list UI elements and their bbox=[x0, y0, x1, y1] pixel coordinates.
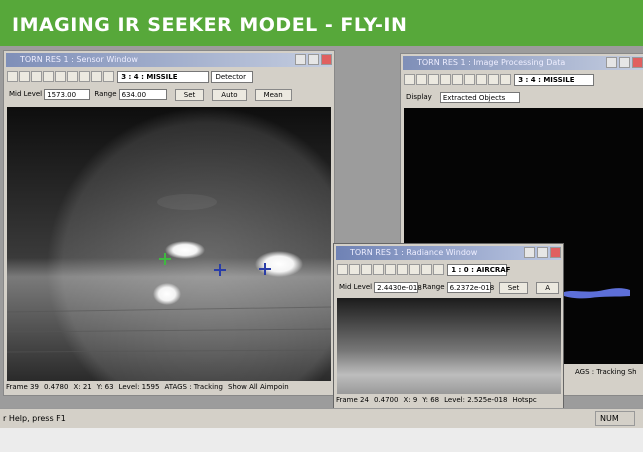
toolbar-button[interactable] bbox=[464, 74, 475, 85]
mid-level-input[interactable]: 2.4430e-018 bbox=[374, 282, 422, 293]
toolbar-button[interactable] bbox=[385, 264, 396, 275]
target-dropdown[interactable]: 3 : 4 : MISSILE bbox=[514, 74, 595, 86]
status-field: Level: 2.525e-018 bbox=[444, 396, 508, 404]
mode-dropdown[interactable]: Detector bbox=[211, 71, 254, 83]
sensor-image bbox=[7, 107, 331, 381]
toolbar-button[interactable] bbox=[440, 74, 451, 85]
toolbar-button[interactable] bbox=[79, 71, 90, 82]
maximize[interactable] bbox=[619, 57, 630, 68]
status-field: 0.4700 bbox=[373, 396, 399, 404]
display-dropdown[interactable]: Extracted Objects bbox=[439, 92, 520, 103]
label: Display bbox=[406, 93, 432, 101]
button[interactable]: Set bbox=[174, 89, 205, 101]
target-dropdown[interactable]: 3 : 4 : MISSILE bbox=[117, 71, 210, 83]
toolbar-button[interactable] bbox=[452, 74, 463, 85]
toolbar-button[interactable] bbox=[416, 74, 427, 85]
label: Mid Level bbox=[339, 283, 373, 291]
page-margin bbox=[0, 428, 643, 452]
button[interactable]: Mean bbox=[254, 89, 292, 101]
help-text: r Help, press F1 bbox=[3, 414, 66, 423]
toolbar-button[interactable] bbox=[409, 264, 420, 275]
radiance-window: TORN RES 1 : Radiance Window 1 : 0 : AIR… bbox=[333, 243, 564, 409]
title-bar: TORN RES 1 : Radiance Window bbox=[336, 246, 561, 260]
toolbar-button[interactable] bbox=[7, 71, 18, 82]
toolbar: 1 : 0 : AIRCRAF bbox=[337, 262, 560, 278]
status-field: Show All Aimpoin bbox=[227, 383, 289, 391]
toolbar-button[interactable] bbox=[361, 264, 372, 275]
title-bar: TORN RES 1 : Sensor Window bbox=[6, 53, 332, 67]
status-field: ATAGS : Tracking bbox=[164, 383, 223, 391]
window-title: TORN RES 1 : Image Processing Data bbox=[417, 58, 566, 67]
window-title: TORN RES 1 : Radiance Window bbox=[350, 248, 478, 257]
level-row: Mid Level 2.4430e-018 Range 6.2372e-018 Se… bbox=[337, 280, 560, 296]
toolbar-button[interactable] bbox=[337, 264, 348, 275]
toolbar-button[interactable] bbox=[91, 71, 102, 82]
toolbar-button[interactable] bbox=[19, 71, 30, 82]
toolbar-button[interactable] bbox=[373, 264, 384, 275]
status-field: Level: 1595 bbox=[118, 383, 160, 391]
status-field: Hotspc bbox=[512, 396, 537, 404]
status-field: Y: 63 bbox=[96, 383, 114, 391]
toolbar-button[interactable] bbox=[43, 71, 54, 82]
status-bar: Frame 24 0.4700 X: 9 Y: 68 Level: 2.525e-018… bbox=[336, 394, 561, 407]
status-field: X: 9 bbox=[403, 396, 418, 404]
label: Range bbox=[94, 90, 117, 98]
status-field: 0.4780 bbox=[43, 383, 69, 391]
minimize[interactable] bbox=[606, 57, 617, 68]
toolbar-button[interactable] bbox=[67, 71, 78, 82]
status-bar: AGS : Tracking Sh bbox=[575, 366, 643, 379]
toolbar-button[interactable] bbox=[488, 74, 499, 85]
window-title: TORN RES 1 : Sensor Window bbox=[20, 55, 138, 64]
toolbar: 3 : 4 : MISSILE bbox=[404, 72, 642, 88]
status-field: Y: 68 bbox=[422, 396, 440, 404]
range-input[interactable]: 6.2372e-018 bbox=[446, 282, 494, 293]
toolbar-button[interactable] bbox=[55, 71, 66, 82]
display-row: Display Extracted Objects bbox=[404, 90, 642, 106]
button[interactable]: Auto bbox=[212, 89, 247, 101]
toolbar-button[interactable] bbox=[404, 74, 415, 85]
range-input[interactable]: 634.00 bbox=[118, 89, 167, 100]
toolbar-button[interactable] bbox=[428, 74, 439, 85]
num-indicator: NUM bbox=[595, 411, 635, 426]
maximize[interactable] bbox=[308, 54, 319, 65]
status-field: Frame 39 bbox=[6, 383, 39, 391]
maximize[interactable] bbox=[537, 247, 548, 258]
label: Range bbox=[422, 283, 445, 291]
title-bar: TORN RES 1 : Image Processing Data bbox=[403, 56, 643, 70]
close[interactable] bbox=[321, 54, 332, 65]
mid-level-input[interactable]: 1573.00 bbox=[44, 89, 91, 100]
toolbar: 3 : 4 : MISSILE Detector bbox=[7, 69, 331, 85]
status-field: Frame 24 bbox=[336, 396, 369, 404]
toolbar-button[interactable] bbox=[31, 71, 42, 82]
toolbar-button[interactable] bbox=[103, 71, 114, 82]
button[interactable]: Set bbox=[498, 282, 529, 294]
status-bar: Frame 39 0.4780 X: 21 Y: 63 Level: 1595 ATAGS… bbox=[6, 381, 332, 394]
sensor-window: TORN RES 1 : Sensor Window 3 : 4 : MISSI… bbox=[3, 50, 335, 396]
minimize[interactable] bbox=[524, 247, 535, 258]
header-title: IMAGING IR SEEKER MODEL - FLY-IN bbox=[0, 0, 643, 46]
level-row: Mid Level 1573.00 Range 634.00 Set Auto Mean bbox=[7, 87, 331, 103]
toolbar-button[interactable] bbox=[397, 264, 408, 275]
toolbar-button[interactable] bbox=[433, 264, 444, 275]
toolbar-button[interactable] bbox=[500, 74, 511, 85]
status-field: X: 21 bbox=[73, 383, 92, 391]
app-status-bar: r Help, press F1 NUM bbox=[0, 408, 643, 428]
toolbar-button[interactable] bbox=[421, 264, 432, 275]
close[interactable] bbox=[632, 57, 643, 68]
target-dropdown[interactable]: 1 : 0 : AIRCRAF bbox=[447, 264, 510, 276]
close[interactable] bbox=[550, 247, 561, 258]
radiance-image bbox=[337, 298, 561, 394]
button[interactable]: A bbox=[536, 282, 560, 294]
toolbar-button[interactable] bbox=[349, 264, 360, 275]
minimize[interactable] bbox=[295, 54, 306, 65]
label: Mid Level bbox=[9, 90, 43, 98]
toolbar-button[interactable] bbox=[476, 74, 487, 85]
